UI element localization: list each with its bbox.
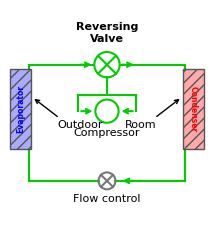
- Text: Evaporator: Evaporator: [16, 85, 25, 133]
- Text: Room: Room: [125, 120, 157, 130]
- Bar: [183, 69, 204, 149]
- Text: Compressor: Compressor: [74, 128, 140, 138]
- Text: Reversing
Valve: Reversing Valve: [76, 22, 138, 43]
- Text: Outdoor: Outdoor: [57, 120, 103, 130]
- Text: Flow control: Flow control: [73, 194, 141, 204]
- Text: Condenser: Condenser: [189, 86, 198, 132]
- Bar: [10, 69, 31, 149]
